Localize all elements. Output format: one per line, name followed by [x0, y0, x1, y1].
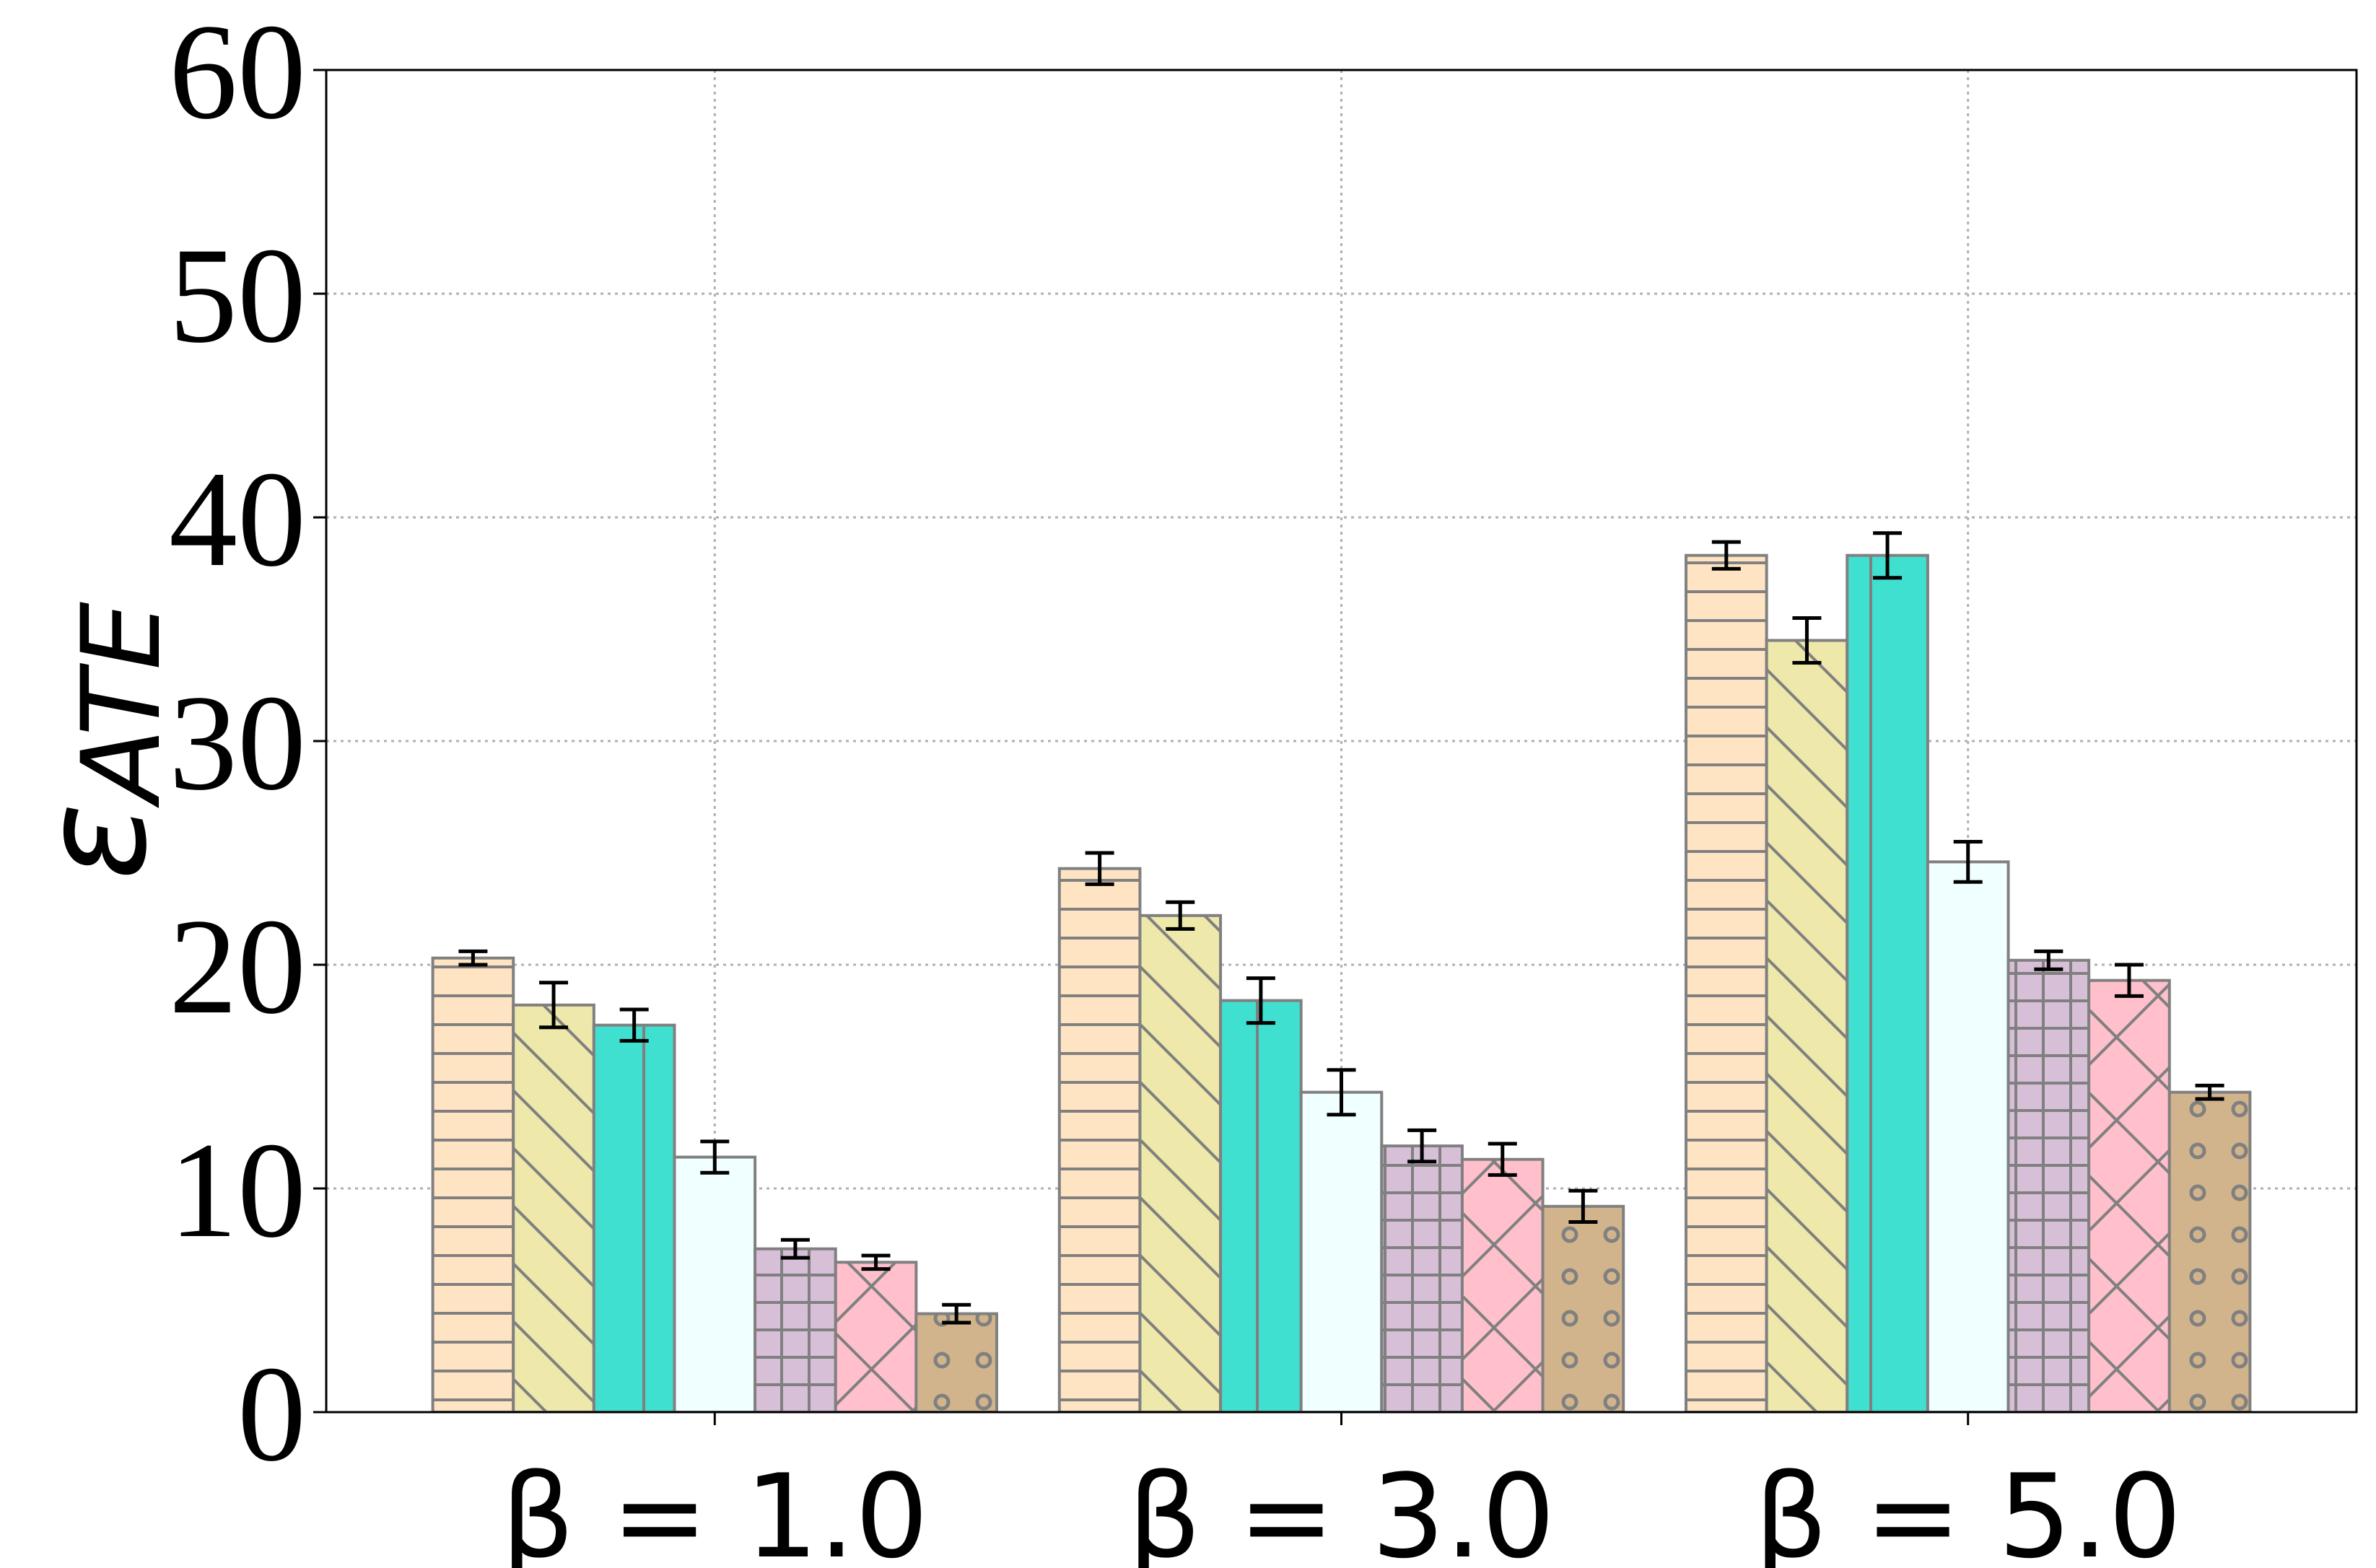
bar: [2087, 978, 2171, 1412]
y-axis-label-symbol: ε: [11, 802, 179, 880]
bar: [1685, 553, 1768, 1412]
x-tick-label: β = 5.0: [1755, 1449, 2182, 1568]
y-tick-label: 30: [169, 667, 306, 819]
y-axis-label: εATE: [11, 602, 185, 880]
bar: [754, 1247, 837, 1412]
y-tick-label: 40: [169, 444, 306, 595]
bar: [1138, 914, 1223, 1412]
y-axis: 0 10 20 30 40 50 60: [169, 0, 326, 1490]
bar: [1541, 1204, 1625, 1412]
bar: [1926, 860, 2010, 1412]
bar: [512, 1003, 595, 1412]
bar: [431, 956, 515, 1412]
bar: [592, 1023, 676, 1412]
bar: [1380, 1144, 1464, 1412]
bar: [2167, 1090, 2252, 1412]
bar: [834, 1261, 918, 1412]
y-tick-label: 20: [169, 891, 306, 1043]
bar: [914, 1312, 998, 1412]
bar: [1219, 999, 1303, 1412]
y-tick-label: 0: [237, 1339, 306, 1490]
y-tick-label: 10: [169, 1115, 306, 1266]
y-tick-label: 50: [169, 220, 306, 372]
bar: [2006, 958, 2091, 1412]
x-axis: β = 1.0 β = 3.0 β = 5.0: [501, 1412, 2182, 1568]
x-tick-label: β = 3.0: [1127, 1449, 1555, 1568]
x-tick-label: β = 1.0: [501, 1449, 928, 1568]
bar: [1299, 1090, 1384, 1412]
y-axis-label-subscript: ATE: [59, 602, 185, 808]
y-tick-label: 60: [169, 0, 306, 148]
bars: [431, 553, 2252, 1412]
bar: [1460, 1157, 1545, 1412]
bar: [1846, 553, 1929, 1412]
bar: [673, 1155, 757, 1412]
error-bars: [458, 531, 2224, 1325]
bar: [1765, 639, 1849, 1412]
bar: [1057, 867, 1142, 1412]
